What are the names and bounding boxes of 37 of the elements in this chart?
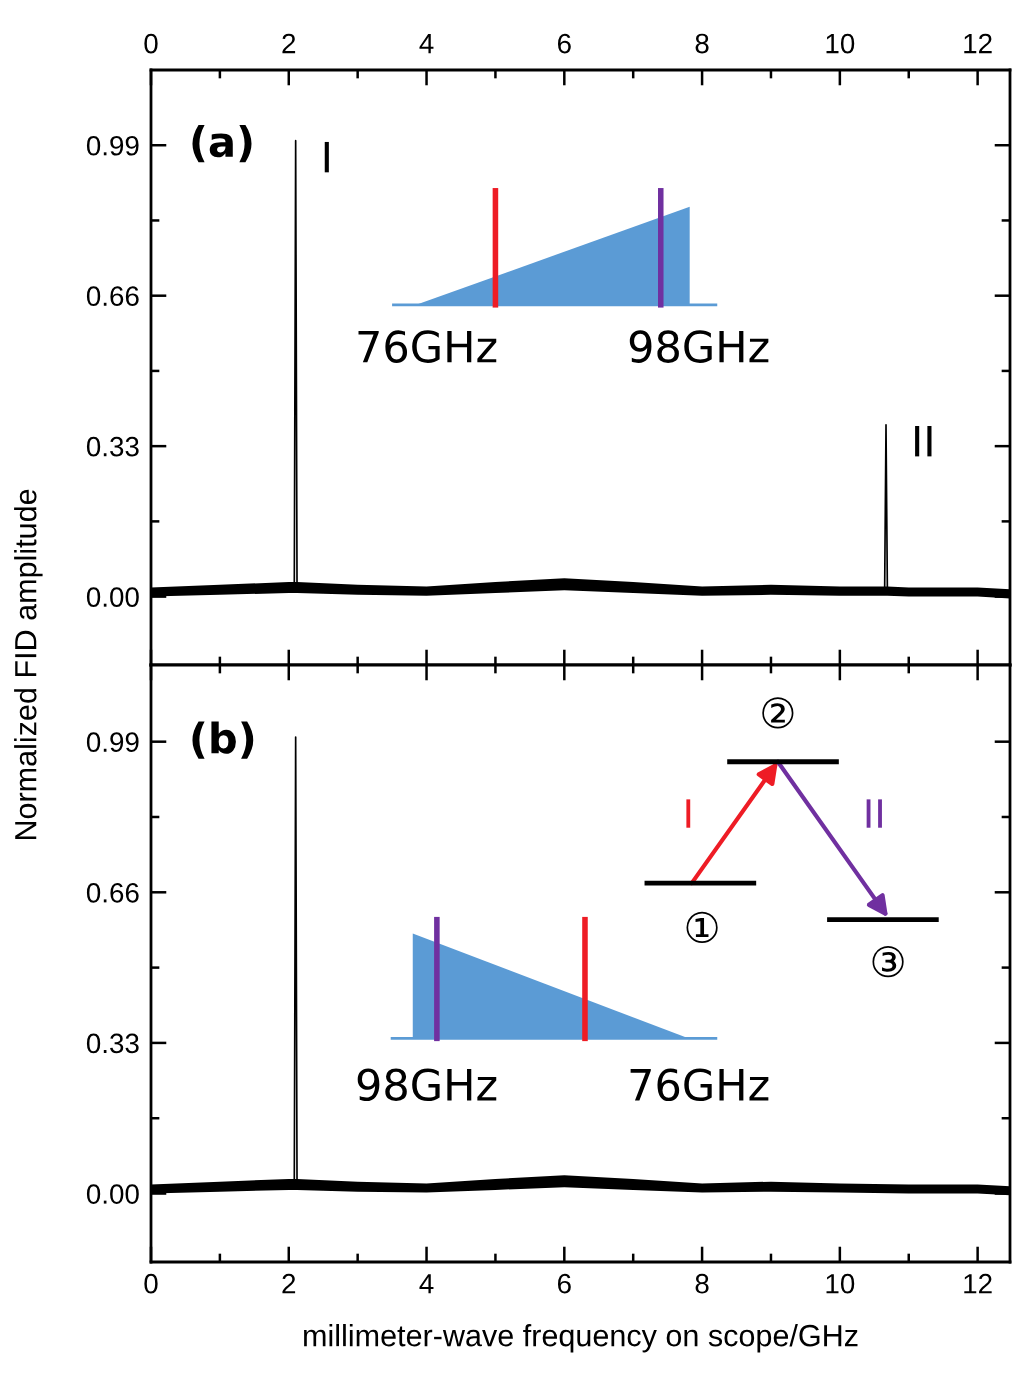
annotation: ② — [762, 697, 794, 729]
x2-tick-label: 2 — [282, 33, 296, 54]
annotation: I — [686, 799, 691, 828]
x2-tick-label: 4 — [419, 34, 434, 54]
x-tick-label: 4 — [419, 1274, 434, 1294]
annotation: 76GHz — [358, 330, 497, 363]
y-tick-label: 0.00 — [86, 587, 139, 607]
x-axis-title: millimeter-wave frequency on scope/GHz — [304, 1324, 858, 1353]
x-tick-label: 8 — [695, 1273, 709, 1294]
annotation: II — [866, 799, 882, 828]
annotation: ③ — [872, 946, 904, 978]
y-tick-label: 0.99 — [86, 135, 139, 156]
annotation: 76GHz — [630, 1068, 769, 1102]
annotation: (b) — [192, 721, 254, 759]
y-tick-label: 0.99 — [86, 732, 139, 753]
x2-tick-label: 6 — [558, 33, 571, 54]
y-tick-label: 0.66 — [86, 286, 139, 307]
annotation: I — [324, 141, 329, 173]
annotation: 98GHz — [357, 1068, 497, 1102]
x-tick-label: 2 — [282, 1273, 296, 1294]
x-tick-label: 10 — [826, 1273, 855, 1294]
annotation: II — [915, 426, 932, 457]
annotation: ① — [686, 911, 718, 943]
x2-tick-label: 0 — [144, 33, 158, 54]
x-tick-label: 12 — [964, 1273, 992, 1294]
y-tick-label: 0.66 — [86, 882, 139, 903]
x2-tick-label: 10 — [826, 33, 855, 54]
y-tick-label: 0.00 — [86, 1184, 139, 1204]
annotation: (a) — [192, 125, 252, 163]
x2-tick-label: 12 — [964, 33, 992, 54]
y-tick-label: 0.33 — [86, 1033, 139, 1054]
x2-tick-label: 8 — [695, 33, 709, 54]
y-tick-label: 0.33 — [86, 436, 139, 457]
y-axis-title: Normalized FID amplitude — [14, 489, 43, 840]
annotation: 98GHz — [629, 330, 769, 363]
x-tick-label: 6 — [558, 1273, 571, 1294]
x-tick-label: 0 — [144, 1273, 158, 1294]
